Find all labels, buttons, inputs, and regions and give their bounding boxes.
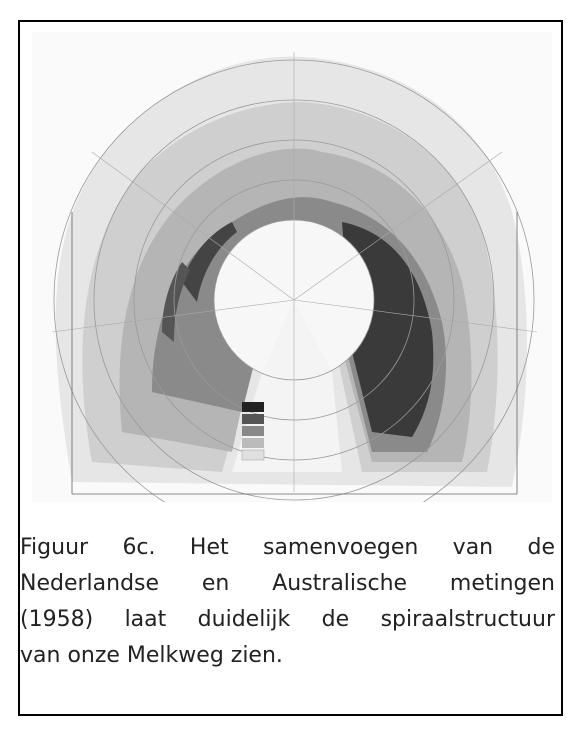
caption-line: (1958) laat duidelijk de spiraalstructuu… xyxy=(20,602,555,638)
caption-line: van onze Melkweg zien. xyxy=(20,638,555,674)
caption-line: Nederlandse en Australische metingen xyxy=(20,566,555,602)
galaxy-map xyxy=(32,32,552,502)
caption-line: Figuur 6c. Het samenvoegen van de xyxy=(20,530,555,566)
caption: Figuur 6c. Het samenvoegen van de Nederl… xyxy=(20,530,555,674)
page: Figuur 6c. Het samenvoegen van de Nederl… xyxy=(0,0,583,736)
